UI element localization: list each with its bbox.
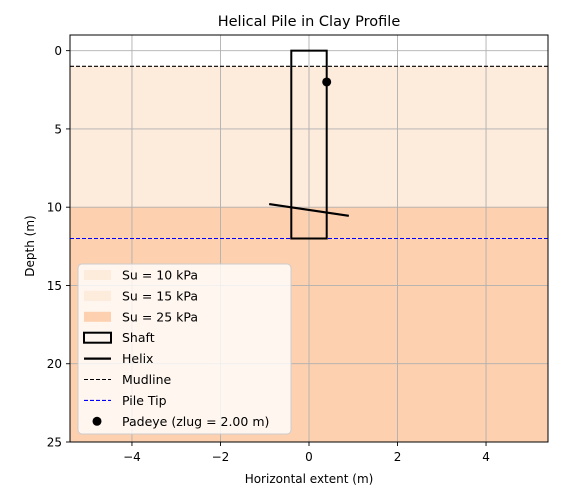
x-axis-label: Horizontal extent (m) bbox=[245, 472, 374, 486]
x-tick-label: 2 bbox=[394, 450, 402, 464]
padeye-point bbox=[322, 77, 332, 87]
legend-label: Pile Tip bbox=[122, 393, 167, 408]
x-tick-label: 0 bbox=[305, 450, 313, 464]
y-tick-label: 15 bbox=[47, 279, 62, 293]
legend-swatch bbox=[84, 270, 111, 280]
legend-label: Padeye (zlug = 2.00 m) bbox=[122, 414, 269, 429]
shaft bbox=[290, 49, 328, 240]
legend: Su = 10 kPa Su = 15 kPa Su = 25 kPa Shaft He… bbox=[77, 263, 292, 435]
y-axis-label: Depth (m) bbox=[23, 215, 37, 276]
legend-item-shaft: Shaft bbox=[83, 330, 155, 345]
legend-label: Mudline bbox=[122, 372, 172, 387]
legend-swatch bbox=[84, 290, 111, 301]
helix bbox=[269, 202, 349, 217]
legend-item-su15: Su = 15 kPa bbox=[84, 288, 198, 303]
legend-item-su25: Su = 25 kPa bbox=[84, 309, 198, 324]
legend-item-helix: Helix bbox=[84, 351, 153, 366]
legend-swatch bbox=[83, 331, 112, 344]
legend-label: Helix bbox=[122, 351, 153, 366]
legend-swatch bbox=[84, 311, 111, 322]
legend-item-pile-tip: Pile Tip bbox=[84, 393, 167, 408]
legend-label: Shaft bbox=[122, 330, 155, 345]
y-tick-label: 20 bbox=[47, 357, 62, 371]
legend-label: Su = 15 kPa bbox=[122, 288, 198, 303]
legend-label: Su = 25 kPa bbox=[122, 309, 198, 324]
y-tick-label: 10 bbox=[47, 201, 62, 215]
chart-title: Helical Pile in Clay Profile bbox=[218, 14, 401, 30]
legend-label: Su = 10 kPa bbox=[122, 268, 198, 283]
legend-item-padeye: Padeye (zlug = 2.00 m) bbox=[92, 414, 269, 429]
legend-box bbox=[77, 263, 292, 435]
legend-item-su10: Su = 10 kPa bbox=[84, 268, 198, 283]
x-tick-label: 4 bbox=[482, 450, 490, 464]
legend-item-mudline: Mudline bbox=[84, 372, 172, 387]
y-tick-label: 0 bbox=[54, 44, 62, 58]
y-tick-label: 25 bbox=[47, 436, 62, 450]
x-tick-label: −4 bbox=[123, 450, 141, 464]
legend-swatch bbox=[92, 416, 102, 426]
x-tick-label: −2 bbox=[212, 450, 230, 464]
y-tick-label: 5 bbox=[54, 122, 62, 136]
